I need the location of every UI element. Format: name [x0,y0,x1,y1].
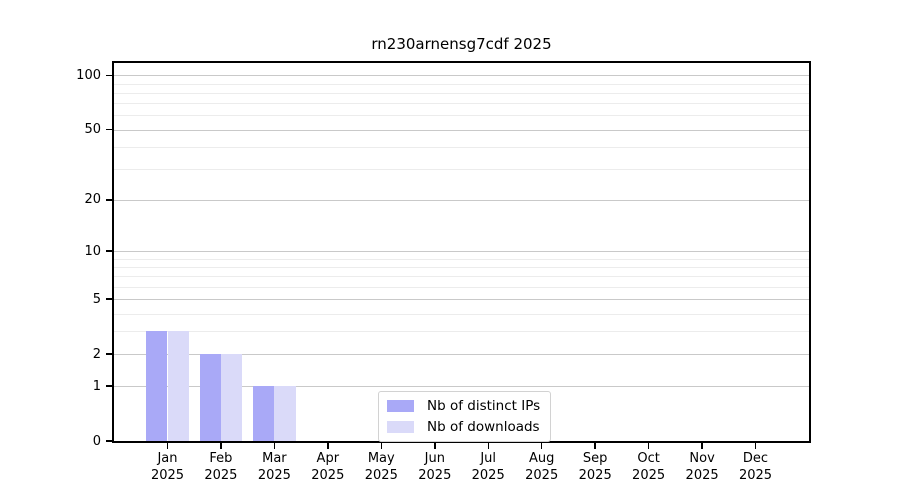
gridline-y-30 [114,168,809,170]
gridline-y-7 [114,276,809,278]
x-tick-jul [487,443,489,449]
gridline-y-10 [114,251,809,252]
y-tick-label-1: 1 [92,378,101,394]
x-tick-jun [434,443,436,449]
bar-nb-of-downloads-feb [220,354,243,441]
bar-nb-of-distinct-ips-mar [253,386,275,441]
gridline-y-70 [114,103,809,105]
x-tick-label-may: May 2025 [364,451,398,483]
gridline-y-6 [114,286,809,288]
y-tick-label-50: 50 [84,122,101,137]
x-tick-label-jan: Jan 2025 [150,451,185,483]
x-tick-label-aug: Aug 2025 [525,451,559,483]
y-tick-20 [106,199,112,201]
bar-nb-of-distinct-ips-jan [146,331,168,441]
bar-nb-of-distinct-ips-feb [199,354,221,441]
plot-area: Nb of distinct IPs Nb of downloads [112,61,811,443]
gridline-y-50 [114,129,809,131]
x-tick-oct [647,443,650,449]
y-tick-label-100: 100 [76,67,101,83]
gridline-y-20 [114,199,809,201]
x-tick-label-mar: Mar 2025 [257,451,291,483]
x-tick-aug [540,443,543,449]
y-tick-100 [106,74,112,77]
gridline-y-90 [114,83,809,85]
y-tick-0 [106,440,112,442]
gridline-y-2 [114,354,809,355]
y-tick-label-20: 20 [84,192,101,208]
x-tick-label-jun: Jun 2025 [418,451,452,483]
x-tick-mar [273,443,276,449]
x-tick-label-oct: Oct 2025 [632,451,666,483]
x-tick-dec [754,443,757,449]
x-tick-label-sep: Sep 2025 [578,451,612,483]
x-tick-label-dec: Dec 2025 [738,451,773,483]
y-tick-1 [106,385,112,387]
gridline-y-3 [114,331,809,333]
y-tick-5 [106,298,112,300]
y-tick-label-10: 10 [84,243,101,259]
bar-nb-of-downloads-mar [274,386,296,441]
legend-label-downloads: Nb of downloads [427,419,540,435]
x-tick-label-nov: Nov 2025 [685,451,719,483]
gridline-y-5 [114,299,809,300]
x-tick-label-apr: Apr 2025 [311,451,345,483]
gridline-y-40 [114,146,809,148]
x-tick-sep [594,443,596,449]
x-tick-label-feb: Feb 2025 [204,451,238,483]
grid-layer [114,63,809,441]
gridline-y-8 [114,266,809,268]
y-tick-2 [106,353,112,355]
x-tick-feb [220,443,222,449]
gridline-y-4 [114,313,809,315]
x-tick-apr [327,443,329,449]
legend-swatch-downloads [387,421,414,433]
gridline-y-80 [114,92,809,94]
x-tick-jan [166,443,169,449]
y-tick-label-2: 2 [92,346,101,362]
legend-item-downloads: Nb of downloads [387,419,540,435]
bars-layer [114,63,809,441]
x-tick-nov [701,443,703,449]
legend: Nb of distinct IPs Nb of downloads [378,391,552,442]
gridline-y-9 [114,258,809,260]
chart-title: rn230arnensg7cdf 2025 [371,35,552,53]
gridline-y-100 [114,75,809,77]
x-tick-may [380,443,383,449]
legend-swatch-distinct-ips [387,400,414,412]
legend-item-distinct-ips: Nb of distinct IPs [387,398,540,414]
gridline-y-1 [114,386,809,388]
y-tick-label-5: 5 [92,291,101,307]
x-tick-label-jul: Jul 2025 [471,451,505,483]
legend-label-distinct-ips: Nb of distinct IPs [427,398,541,414]
y-tick-label-0: 0 [92,433,101,449]
y-tick-10 [106,250,112,252]
y-tick-50 [106,128,112,131]
bar-nb-of-downloads-jan [167,331,189,441]
gridline-y-60 [114,115,809,117]
